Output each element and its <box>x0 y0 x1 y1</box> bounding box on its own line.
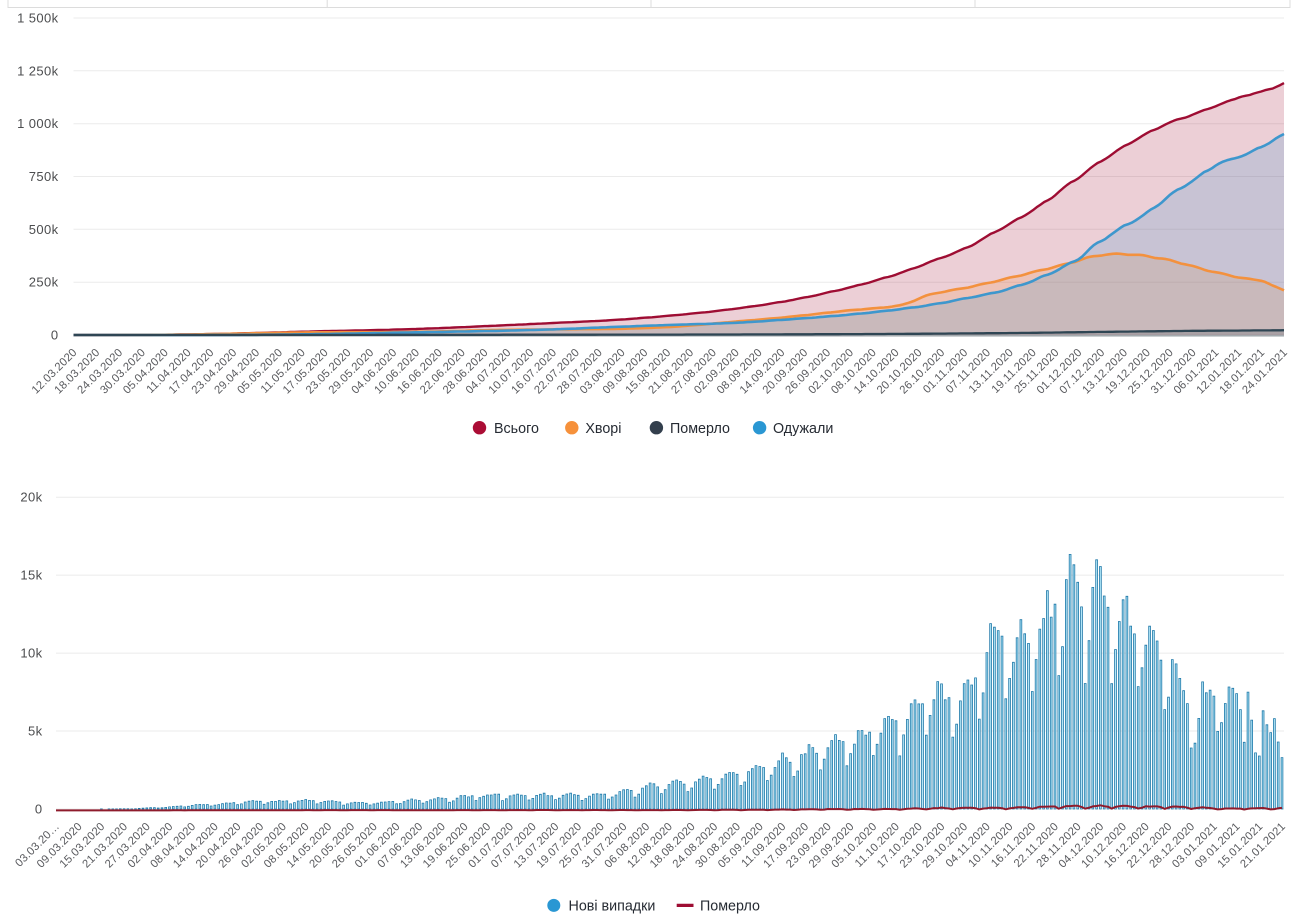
svg-text:15k: 15k <box>20 568 42 583</box>
svg-text:Померло: Померло <box>670 421 730 437</box>
svg-text:250k: 250k <box>29 275 59 290</box>
svg-text:5k: 5k <box>28 724 43 739</box>
svg-text:500k: 500k <box>29 222 59 237</box>
svg-text:1 000k: 1 000k <box>17 116 59 131</box>
svg-text:Нові випадки: Нові випадки <box>569 899 656 915</box>
svg-text:20k: 20k <box>20 490 42 505</box>
svg-text:1 250k: 1 250k <box>17 63 59 78</box>
svg-text:0: 0 <box>51 328 59 343</box>
svg-text:1 500k: 1 500k <box>17 11 59 26</box>
svg-text:Всього: Всього <box>494 421 539 437</box>
svg-text:0: 0 <box>35 802 43 817</box>
svg-text:750k: 750k <box>29 169 59 184</box>
svg-text:Хворі: Хворі <box>585 421 621 437</box>
svg-text:10k: 10k <box>20 646 42 661</box>
svg-text:Одужали: Одужали <box>773 421 833 437</box>
svg-text:Померло: Померло <box>700 899 760 915</box>
